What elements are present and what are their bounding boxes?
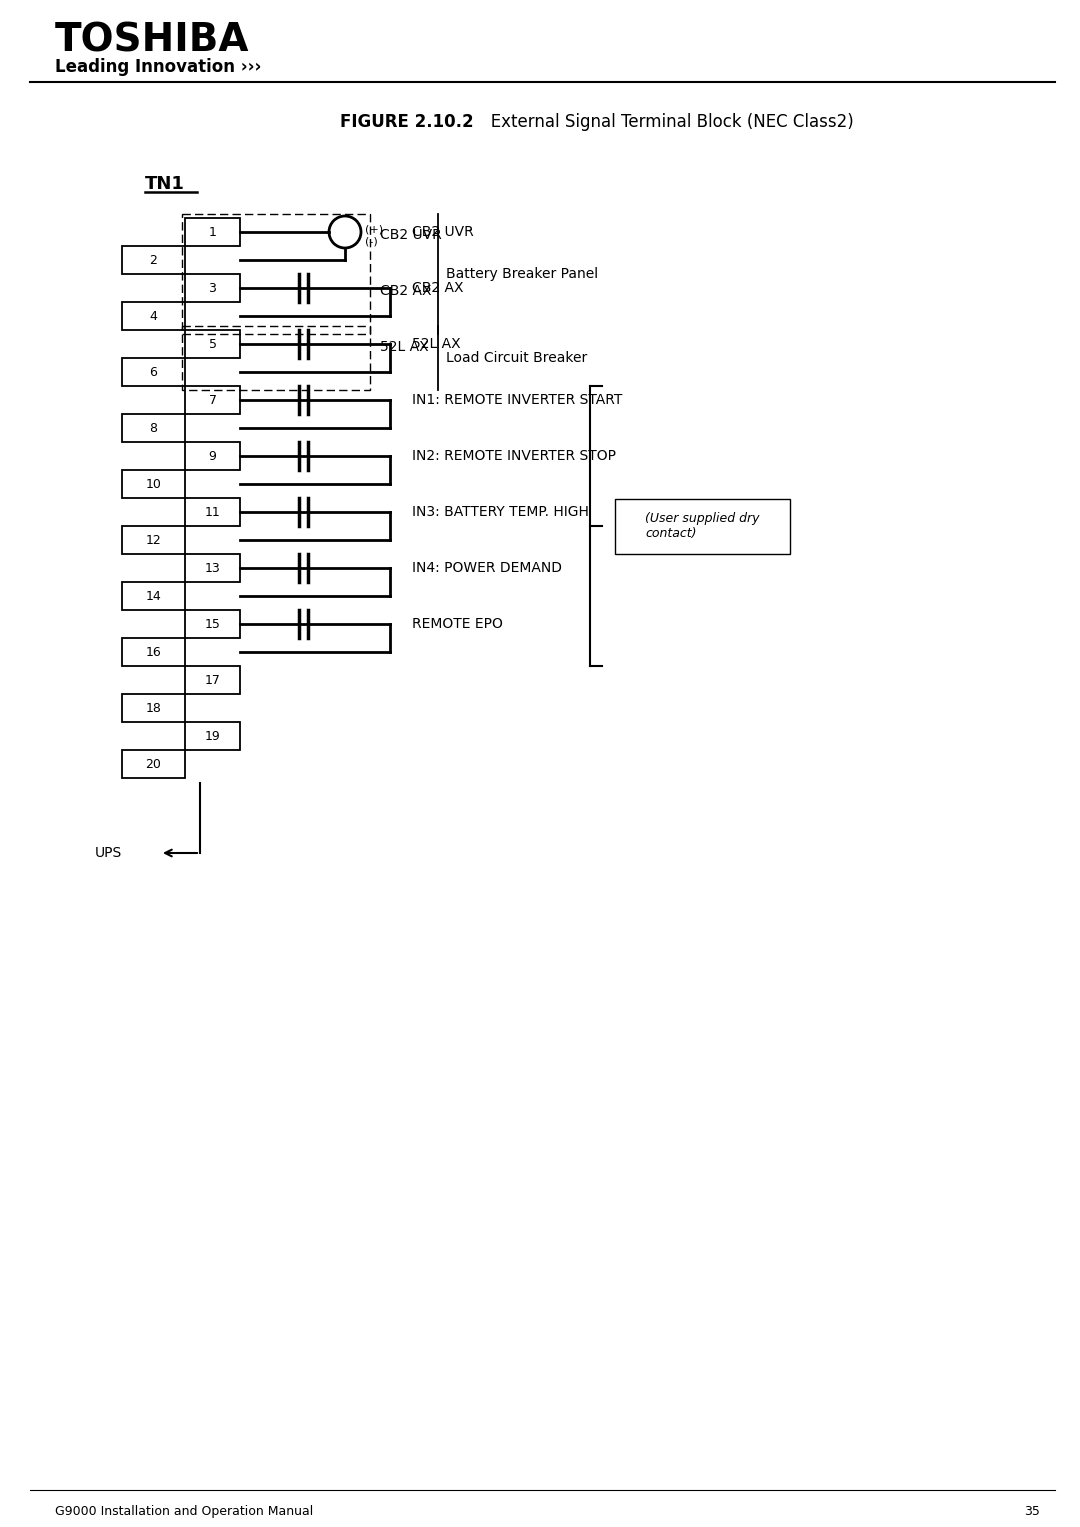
Bar (615, 498, 789, 553)
Text: 52L AX: 52L AX (380, 341, 429, 354)
Bar (122, 693, 185, 722)
Bar (122, 302, 185, 330)
Text: 19: 19 (204, 730, 220, 742)
Bar (185, 554, 240, 582)
Text: CB2 UVR: CB2 UVR (380, 228, 442, 241)
Text: (+): (+) (365, 224, 383, 234)
Text: 1: 1 (208, 226, 216, 238)
Text: External Signal Terminal Block (NEC Class2): External Signal Terminal Block (NEC Clas… (475, 113, 854, 131)
Text: 4: 4 (149, 310, 158, 322)
Text: 16: 16 (146, 646, 161, 658)
Bar (185, 666, 240, 693)
Bar (122, 750, 185, 777)
Text: (User supplied dry
contact): (User supplied dry contact) (645, 512, 759, 541)
Text: Leading Innovation ›››: Leading Innovation ››› (55, 58, 261, 76)
Bar (122, 638, 185, 666)
Bar (122, 525, 185, 554)
Text: IN3: BATTERY TEMP. HIGH: IN3: BATTERY TEMP. HIGH (411, 505, 589, 519)
Bar (185, 273, 240, 302)
Text: 35: 35 (1024, 1506, 1040, 1518)
Bar (185, 218, 240, 246)
Bar (185, 441, 240, 470)
Bar (185, 498, 240, 525)
Bar (185, 386, 240, 414)
Bar (185, 609, 240, 638)
Text: Load Circuit Breaker: Load Circuit Breaker (446, 351, 588, 365)
Text: 6: 6 (149, 365, 158, 379)
Bar (183, 325, 370, 389)
Text: CB2 AX: CB2 AX (411, 281, 463, 295)
Text: 17: 17 (204, 673, 220, 687)
Text: REMOTE EPO: REMOTE EPO (411, 617, 503, 631)
Text: 9: 9 (208, 449, 216, 463)
Bar (183, 214, 370, 334)
Text: (-): (-) (365, 237, 378, 246)
Bar (122, 246, 185, 273)
Text: 3: 3 (208, 281, 216, 295)
Bar (122, 470, 185, 498)
Text: CB2 UVR: CB2 UVR (411, 224, 474, 240)
Text: UPS: UPS (95, 846, 122, 860)
Text: CB2 AX: CB2 AX (380, 284, 432, 298)
Text: 12: 12 (146, 533, 161, 547)
Text: IN4: POWER DEMAND: IN4: POWER DEMAND (411, 560, 562, 576)
Text: 7: 7 (208, 394, 216, 406)
Text: 2: 2 (149, 253, 158, 267)
Text: 20: 20 (146, 757, 161, 771)
Text: TN1: TN1 (145, 176, 185, 192)
Text: FIGURE 2.10.2: FIGURE 2.10.2 (340, 113, 474, 131)
Text: 15: 15 (204, 617, 220, 631)
Text: Battery Breaker Panel: Battery Breaker Panel (446, 267, 598, 281)
Bar (122, 357, 185, 386)
Text: G9000 Installation and Operation Manual: G9000 Installation and Operation Manual (55, 1506, 313, 1518)
Text: 52L AX: 52L AX (411, 337, 461, 351)
Text: 18: 18 (146, 701, 161, 715)
Text: 5: 5 (208, 337, 216, 351)
Bar (122, 582, 185, 609)
Text: 13: 13 (204, 562, 220, 574)
Text: IN2: REMOTE INVERTER STOP: IN2: REMOTE INVERTER STOP (411, 449, 616, 463)
Text: 11: 11 (204, 505, 220, 519)
Bar (185, 330, 240, 357)
Bar (185, 722, 240, 750)
Text: 10: 10 (146, 478, 161, 490)
Text: 14: 14 (146, 589, 161, 603)
Text: IN1: REMOTE INVERTER START: IN1: REMOTE INVERTER START (411, 392, 622, 408)
Bar (122, 414, 185, 441)
Text: TOSHIBA: TOSHIBA (55, 21, 249, 60)
Text: 8: 8 (149, 421, 158, 435)
